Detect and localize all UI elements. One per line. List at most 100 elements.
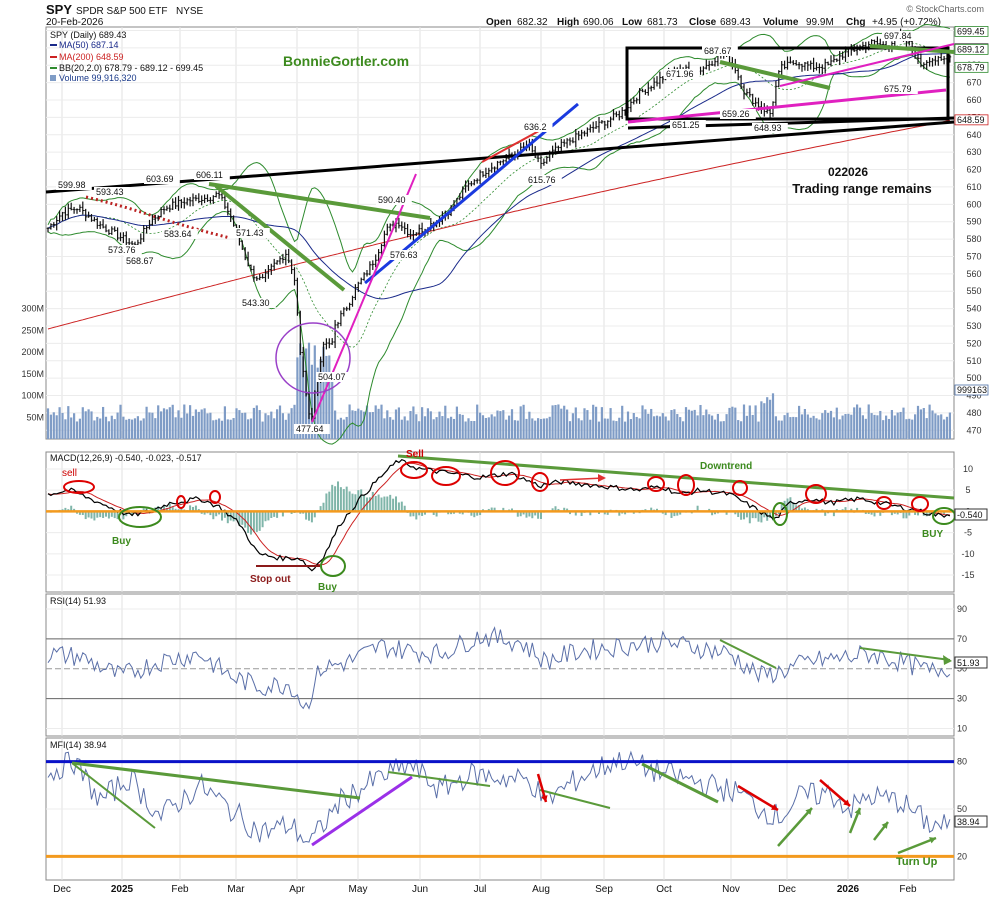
volume-bar	[50, 415, 52, 439]
volume-bar	[470, 421, 472, 439]
volume-bar	[496, 411, 498, 439]
macd-histogram-bar	[256, 511, 258, 532]
x-tick-label: Apr	[289, 884, 305, 895]
volume-bar	[517, 421, 519, 439]
volume-bar	[601, 407, 603, 439]
volume-bar	[499, 411, 501, 439]
volume-bar	[372, 412, 374, 439]
mfi-turnup-label: Turn Up	[896, 856, 938, 868]
volume-bar	[926, 418, 928, 439]
volume-bar	[154, 418, 156, 439]
volume-bar	[67, 406, 69, 439]
volume-bar	[598, 422, 600, 439]
macd-histogram-bar	[331, 485, 333, 512]
y-tick-label: 500	[966, 373, 981, 383]
volume-bar	[404, 416, 406, 439]
volume-bar	[682, 421, 684, 439]
volume-bar	[209, 413, 211, 439]
macd-histogram-bar	[265, 511, 267, 521]
x-tick-label: Sep	[595, 884, 613, 895]
x-tick-label: Oct	[656, 884, 672, 895]
open-value: 682.32	[517, 17, 548, 28]
volume-bar	[108, 421, 110, 439]
y-tick-label: 550	[966, 286, 981, 296]
volume-bar	[905, 419, 907, 439]
rsi-trend-1	[720, 640, 776, 668]
site-annotation: BonnieGortler.com	[283, 53, 409, 69]
right-volume-label: 999163	[957, 385, 987, 395]
legend-ma200: MA(200) 648.59	[59, 52, 124, 62]
volume-bar	[531, 418, 533, 439]
macd-histogram-bar	[395, 496, 397, 511]
volume-bar	[117, 413, 119, 439]
right-value-label: 699.45	[957, 26, 985, 36]
volume-bar	[592, 405, 594, 439]
magenta-uptrend-1	[312, 174, 416, 422]
volume-bar	[798, 406, 800, 439]
volume-bar	[554, 405, 556, 439]
right-value-label: 689.12	[957, 44, 985, 54]
volume-bar	[525, 419, 527, 439]
macd-histogram-bar	[789, 497, 791, 511]
y-tick-label: 520	[966, 338, 981, 348]
volume-bar	[177, 410, 179, 439]
y-tick-label: 640	[966, 130, 981, 140]
price-label: 477.64	[296, 424, 324, 434]
volume-bar	[850, 415, 852, 439]
volume-bar	[447, 418, 449, 439]
macd-histogram-bar	[372, 492, 374, 511]
y-tick-label: 600	[966, 199, 981, 209]
volume-bar	[378, 409, 380, 439]
volume-bar	[331, 373, 333, 439]
volume-bar	[566, 410, 568, 439]
volume-bar	[705, 410, 707, 439]
volume-bar	[256, 405, 258, 439]
volume-bar	[279, 406, 281, 439]
volume-bar	[534, 421, 536, 439]
volume-bar	[450, 417, 452, 439]
volume-bar	[639, 418, 641, 439]
volume-bar	[723, 421, 725, 439]
volume-label: Volume	[763, 17, 799, 28]
volume-value: 99.9M	[806, 17, 834, 28]
volume-bar	[714, 420, 716, 439]
volume-bar	[679, 417, 681, 439]
volume-bar	[204, 408, 206, 439]
macd-signal-circle	[912, 497, 928, 511]
price-label: 671.96	[666, 69, 694, 79]
volume-bar	[546, 418, 548, 439]
mfi-tick-label: 20	[957, 851, 967, 861]
volume-bar	[801, 414, 803, 439]
volume-bar	[528, 412, 530, 439]
price-label: 636.2	[524, 122, 547, 132]
volume-bar	[569, 421, 571, 439]
x-tick-label: Dec	[53, 884, 71, 895]
mfi-tick-label: 50	[957, 804, 967, 814]
price-label: 571.43	[236, 228, 264, 238]
volume-bar	[937, 415, 939, 439]
volume-bar	[502, 410, 504, 439]
volume-bar	[786, 413, 788, 439]
price-label: 615.76	[528, 175, 556, 185]
price-label: 573.76	[108, 245, 136, 255]
macd-histogram-bar	[328, 492, 330, 512]
macd-histogram-bar	[311, 511, 313, 522]
volume-bar	[491, 414, 493, 439]
mfi-trend-5	[312, 777, 412, 845]
y-tick-label: 590	[966, 217, 981, 227]
volume-bar	[697, 415, 699, 439]
volume-bar	[215, 420, 217, 439]
volume-bar	[224, 406, 226, 439]
volume-bar	[653, 416, 655, 439]
volume-bar	[357, 409, 359, 439]
x-tick-label: Nov	[722, 884, 740, 895]
x-tick-label: Jun	[412, 884, 428, 895]
macd-histogram-bar	[93, 511, 95, 520]
volume-bar	[143, 418, 145, 439]
volume-bar	[688, 410, 690, 439]
chg-value: +4.95 (+0.72%)	[872, 17, 941, 28]
macd-histogram-bar	[334, 486, 336, 511]
volume-bar	[70, 417, 72, 439]
macd-histogram-bar	[401, 502, 403, 512]
mfi-arrow-3	[778, 808, 812, 846]
